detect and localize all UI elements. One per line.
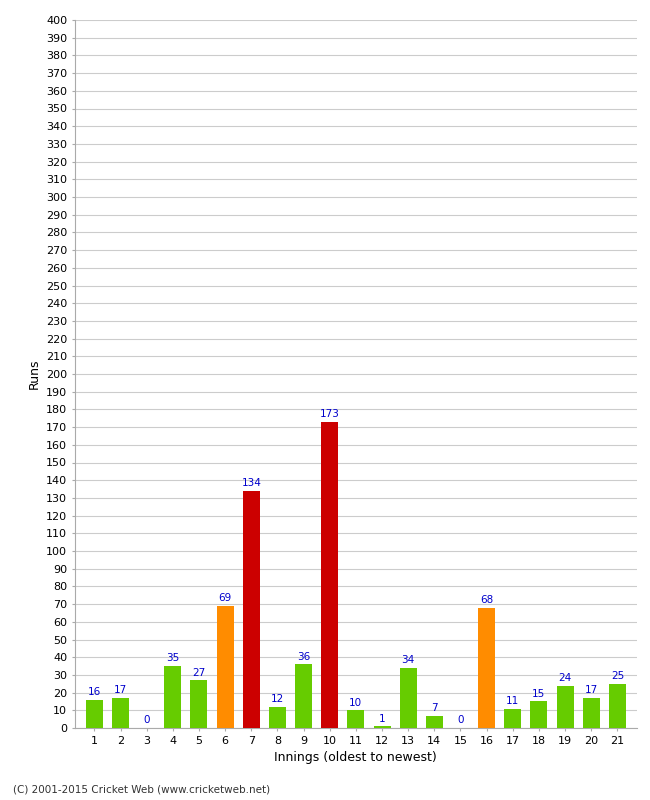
Text: 24: 24 — [558, 673, 572, 683]
Bar — [609, 684, 626, 728]
Text: 7: 7 — [431, 703, 437, 713]
Bar — [86, 700, 103, 728]
Text: 12: 12 — [271, 694, 284, 704]
Text: 15: 15 — [532, 689, 545, 698]
Bar — [374, 726, 391, 728]
Bar — [426, 716, 443, 728]
Bar — [295, 664, 312, 728]
Text: 1: 1 — [379, 714, 385, 723]
Text: 35: 35 — [166, 654, 179, 663]
Text: 25: 25 — [611, 671, 624, 681]
Text: 69: 69 — [218, 594, 232, 603]
Text: 10: 10 — [349, 698, 363, 708]
Text: 27: 27 — [192, 667, 205, 678]
Text: 36: 36 — [297, 652, 310, 662]
Bar — [321, 422, 338, 728]
Bar — [347, 710, 365, 728]
Text: 173: 173 — [320, 409, 340, 419]
Text: 0: 0 — [457, 715, 463, 726]
Text: 17: 17 — [114, 686, 127, 695]
Bar — [530, 702, 547, 728]
Text: 34: 34 — [402, 655, 415, 665]
Bar — [478, 608, 495, 728]
X-axis label: Innings (oldest to newest): Innings (oldest to newest) — [274, 751, 437, 764]
Text: 68: 68 — [480, 595, 493, 605]
Bar — [504, 709, 521, 728]
Text: (C) 2001-2015 Cricket Web (www.cricketweb.net): (C) 2001-2015 Cricket Web (www.cricketwe… — [13, 784, 270, 794]
Bar — [400, 668, 417, 728]
Text: 16: 16 — [88, 687, 101, 697]
Bar — [556, 686, 573, 728]
Text: 0: 0 — [144, 715, 150, 726]
Bar — [164, 666, 181, 728]
Bar — [190, 680, 207, 728]
Y-axis label: Runs: Runs — [27, 358, 40, 390]
Bar — [216, 606, 233, 728]
Text: 134: 134 — [241, 478, 261, 488]
Text: 11: 11 — [506, 696, 519, 706]
Bar — [112, 698, 129, 728]
Bar — [269, 706, 286, 728]
Text: 17: 17 — [584, 686, 598, 695]
Bar — [242, 491, 260, 728]
Bar — [583, 698, 600, 728]
